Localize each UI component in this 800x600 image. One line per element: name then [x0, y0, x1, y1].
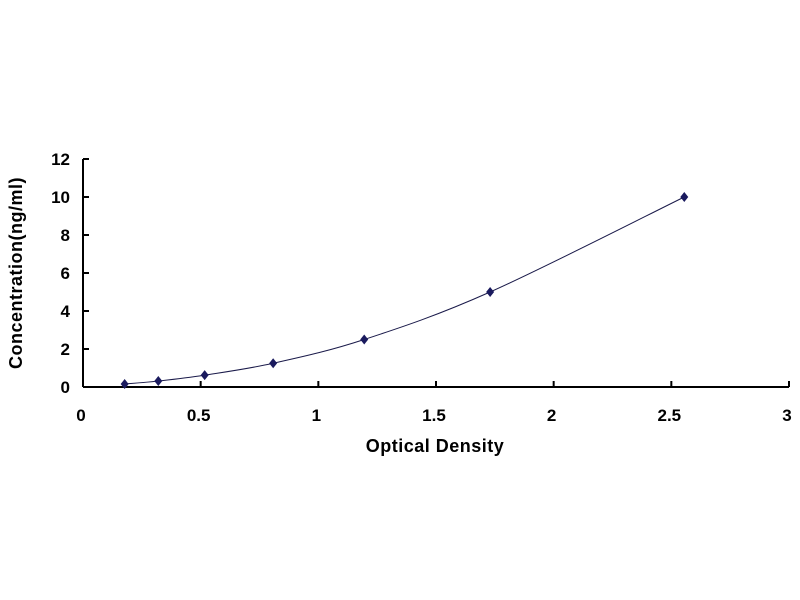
fitted-curve	[124, 196, 685, 385]
y-axis-label: Concentration(ng/ml)	[6, 177, 26, 369]
x-tick-label: 1	[312, 406, 321, 425]
x-tick-label: 2	[547, 406, 556, 425]
y-tick-label: 6	[61, 264, 70, 283]
x-tick-label: 0.5	[187, 406, 211, 425]
data-point-marker	[680, 192, 689, 202]
data-point-marker	[360, 334, 369, 345]
x-axis-label: Optical Density	[366, 436, 505, 456]
data-point-marker	[269, 358, 278, 369]
x-tick-label: 3	[782, 406, 791, 425]
data-point-marker	[120, 379, 129, 390]
y-tick-label: 12	[51, 150, 70, 169]
y-tick-label: 10	[51, 188, 70, 207]
x-tick-label: 0	[76, 406, 85, 425]
y-tick-label: 2	[61, 340, 70, 359]
axes	[82, 158, 790, 388]
data-point-marker	[200, 370, 209, 381]
data-point-marker	[154, 376, 163, 387]
x-tick-labels: 0 0.5 1 1.5 2 2.5 3	[76, 406, 791, 425]
y-tick-label: 8	[61, 226, 70, 245]
y-tick-label: 4	[61, 302, 71, 321]
data-points	[120, 192, 689, 390]
x-tick-label: 2.5	[658, 406, 682, 425]
data-point-marker	[486, 287, 495, 297]
x-tick-label: 1.5	[422, 406, 446, 425]
y-tick-labels: 0 2 4 6 8 10 12	[51, 150, 70, 397]
y-tick-label: 0	[61, 378, 70, 397]
